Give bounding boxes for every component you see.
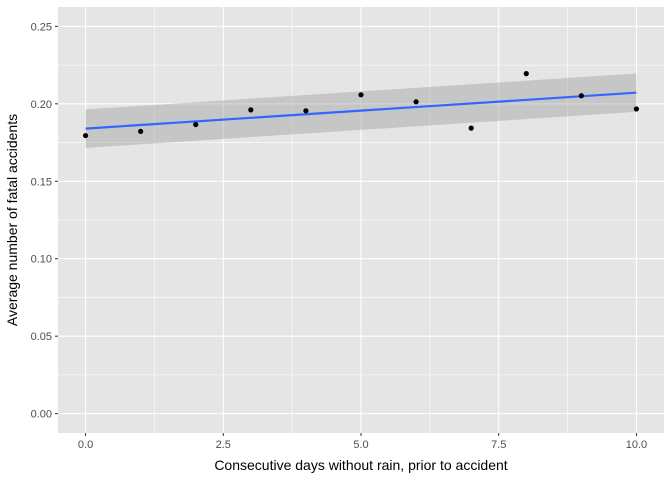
trend-line-group — [85, 91, 637, 130]
data-point — [468, 125, 474, 131]
y-tick-label: 0.00 — [31, 409, 52, 421]
y-axis: 0.00 0.05 0.10 0.15 0.20 0.25 — [31, 21, 58, 421]
data-point — [523, 71, 529, 77]
x-tick-label: 5.0 — [353, 439, 368, 451]
y-tick-label: 0.20 — [31, 99, 52, 111]
gridlines — [58, 7, 664, 433]
x-tick-label: 0.0 — [78, 439, 93, 451]
data-point — [82, 132, 89, 139]
trend-line — [85, 91, 637, 130]
data-point — [248, 107, 254, 113]
x-tick-label: 10.0 — [626, 439, 647, 451]
data-point — [138, 128, 144, 134]
data-points — [82, 71, 640, 139]
y-tick-label: 0.15 — [31, 176, 52, 188]
data-point — [578, 93, 584, 99]
x-axis-title: Consecutive days without rain, prior to … — [214, 457, 507, 473]
y-axis-title: Average number of fatal accidents — [4, 114, 20, 326]
y-tick-label: 0.05 — [31, 331, 52, 343]
x-axis: 0.0 2.5 5.0 7.5 10.0 — [78, 433, 647, 451]
x-tick-label: 7.5 — [491, 439, 506, 451]
data-point — [303, 108, 309, 114]
data-point — [413, 99, 419, 105]
data-point — [193, 121, 199, 128]
data-point — [358, 92, 364, 98]
data-point — [633, 106, 640, 112]
y-tick-label: 0.25 — [31, 21, 52, 33]
y-tick-label: 0.10 — [31, 254, 52, 266]
x-tick-label: 2.5 — [216, 439, 231, 451]
